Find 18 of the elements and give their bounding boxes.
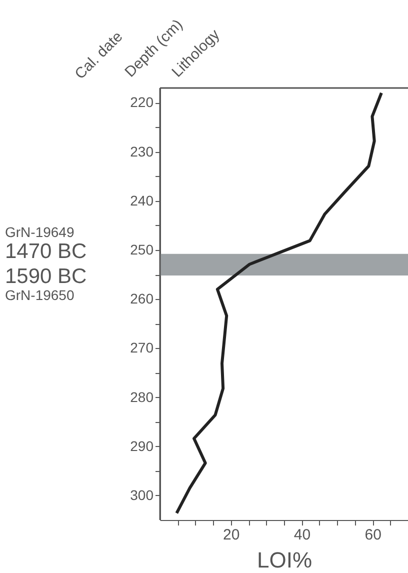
text: GrN-19650 <box>5 287 74 303</box>
x-tick-label: 60 <box>364 526 382 544</box>
y-tick-label: 290 <box>130 438 154 454</box>
text: 1590 BC <box>5 265 87 288</box>
x-tick-label: 40 <box>294 526 311 544</box>
x-axis-title: LOI% <box>256 548 312 572</box>
line-series <box>175 91 383 515</box>
text: GrN-19649 <box>5 224 74 240</box>
x-tick-label: 20 <box>223 526 240 544</box>
y-tick-label: 220 <box>130 94 154 110</box>
y-tick-label: 260 <box>130 290 154 307</box>
text: 1470 BC <box>5 240 87 263</box>
y-tick-label: 230 <box>130 143 154 160</box>
y-tick-label: 250 <box>130 242 154 258</box>
y-tick-label: 280 <box>130 388 154 405</box>
y-tick-label: 300 <box>130 486 154 503</box>
y-tick-label: 270 <box>130 340 154 356</box>
y-tick-label: 240 <box>130 192 154 208</box>
